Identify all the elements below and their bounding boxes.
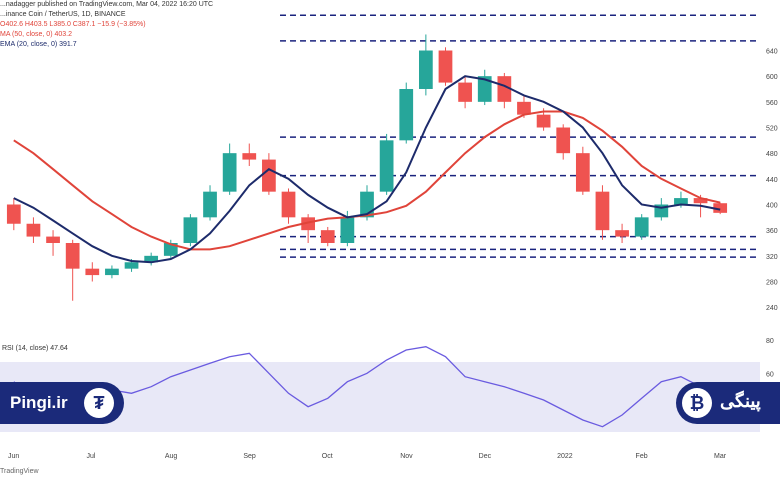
chart-header: ...nadagger published on TradingView.com… xyxy=(0,0,300,50)
brand-pill-right: ₿ پینگی xyxy=(676,382,780,424)
time-tick: 2022 xyxy=(557,453,573,460)
candle-body xyxy=(575,153,590,192)
candle-body xyxy=(379,140,394,192)
candle-body xyxy=(124,262,139,269)
rsi-tick: 60 xyxy=(766,371,774,378)
time-tick: Nov xyxy=(400,453,413,460)
candle-body xyxy=(26,223,41,237)
price-tick: 640 xyxy=(766,49,778,56)
support-resistance-lines xyxy=(280,14,760,258)
candle-body xyxy=(222,153,237,192)
site-name: Pingi.ir xyxy=(10,393,68,412)
rsi-line-group xyxy=(13,346,721,428)
candle-body xyxy=(65,243,80,269)
candle-body xyxy=(438,50,453,83)
candle-body xyxy=(340,217,355,243)
candle-body xyxy=(399,89,414,141)
candles xyxy=(6,34,728,301)
candle-body xyxy=(183,217,198,243)
ema-line-group xyxy=(13,75,721,264)
candle-body xyxy=(674,198,688,205)
time-axis: Jun Jul Aug Sep Oct Nov Dec 2022 Feb Mar xyxy=(8,453,727,460)
price-tick: 240 xyxy=(766,305,778,312)
rsi-tick: 80 xyxy=(766,338,774,345)
price-tick: 520 xyxy=(766,126,778,133)
price-tick: 360 xyxy=(766,228,778,235)
price-tick: 320 xyxy=(766,254,778,261)
tether-icon: ₮ xyxy=(84,388,114,418)
candle-body xyxy=(203,191,217,218)
candle-body xyxy=(301,217,316,231)
symbol-line: ...inance Coin / TetherUS, 1D, BINANCE xyxy=(0,11,126,18)
ohlc-line: O402.6 H403.5 L385.0 C387.1 −15.9 (−3.85… xyxy=(0,21,146,28)
candle-body xyxy=(477,76,492,102)
candle-body xyxy=(144,255,159,263)
ema-legend: EMA (20, close, 0) 391.7 xyxy=(0,41,77,48)
candle-body xyxy=(713,203,728,213)
price-tick: 560 xyxy=(766,100,778,107)
candle-body xyxy=(634,217,649,237)
candle-body xyxy=(615,230,629,237)
price-tick: 600 xyxy=(766,74,778,81)
tradingview-footer: TradingView xyxy=(0,468,39,475)
candle-body xyxy=(517,101,531,115)
time-tick: Sep xyxy=(243,453,256,460)
time-tick: Mar xyxy=(714,453,727,460)
candle-body xyxy=(458,82,472,102)
ma-line xyxy=(13,110,721,251)
brand-name: پینگی xyxy=(720,391,761,411)
candle-body xyxy=(595,191,610,231)
price-tick: 280 xyxy=(766,280,778,287)
candle-body xyxy=(105,268,119,276)
time-tick: Dec xyxy=(479,453,492,460)
time-tick: Jun xyxy=(8,453,19,460)
candle-body xyxy=(418,50,433,89)
rsi-label: RSI (14, close) 47.64 xyxy=(2,345,68,352)
candle-body xyxy=(556,127,571,154)
price-axis-bg xyxy=(760,0,780,460)
candle-body xyxy=(536,114,551,128)
candle-body xyxy=(6,204,21,224)
candle-body xyxy=(497,76,512,102)
ema-line xyxy=(13,75,721,264)
time-tick: Oct xyxy=(322,453,333,460)
time-tick: Feb xyxy=(636,453,648,460)
published-line: ...nadagger published on TradingView.com… xyxy=(0,1,214,8)
candle-body xyxy=(85,268,100,276)
price-tick: 400 xyxy=(766,203,778,210)
ma-legend: MA (50, close, 0) 403.2 xyxy=(0,31,72,38)
rsi-line xyxy=(13,346,721,428)
ma-line-group xyxy=(13,110,721,251)
candle-body xyxy=(262,159,276,192)
price-tick: 440 xyxy=(766,177,778,184)
candle-body xyxy=(46,236,60,243)
time-tick: Jul xyxy=(86,453,95,460)
price-axis: 640 600 560 520 480 440 400 360 320 280 240 80 60 xyxy=(760,0,780,460)
time-tick: Aug xyxy=(165,453,178,460)
price-tick: 480 xyxy=(766,151,778,158)
candle-body xyxy=(281,191,296,218)
brand-pill-left: Pingi.ir ₮ xyxy=(0,382,124,424)
candle-body xyxy=(693,198,708,204)
rsi-band xyxy=(0,362,760,432)
candle-body xyxy=(320,230,335,243)
bitcoin-icon: ₿ xyxy=(682,388,712,418)
candle-body xyxy=(242,153,257,160)
brand-bar: Pingi.ir ₮ ₿ پینگی xyxy=(0,382,780,424)
